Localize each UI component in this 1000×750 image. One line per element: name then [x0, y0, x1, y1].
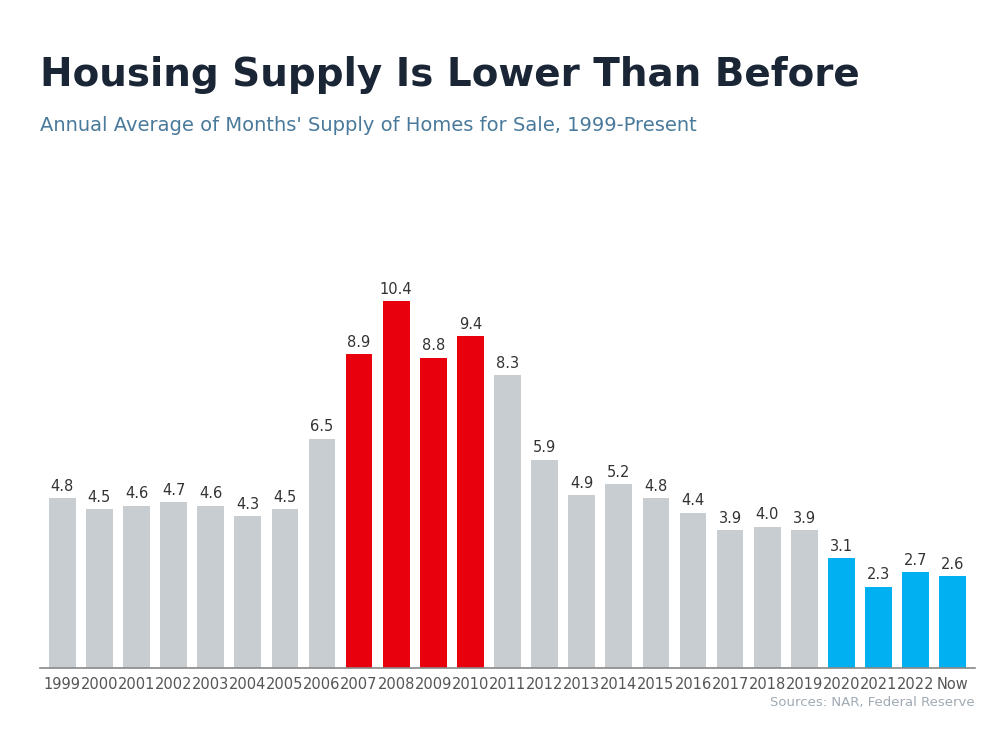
Bar: [309, 439, 335, 668]
Text: 3.9: 3.9: [793, 511, 816, 526]
Text: 2.3: 2.3: [867, 567, 890, 582]
Text: 4.5: 4.5: [88, 490, 111, 505]
Bar: [531, 460, 558, 668]
Text: Annual Average of Months' Supply of Homes for Sale, 1999-Present: Annual Average of Months' Supply of Home…: [40, 116, 697, 135]
Bar: [383, 302, 410, 668]
Text: 8.3: 8.3: [496, 356, 519, 371]
Bar: [160, 502, 187, 668]
Text: 3.1: 3.1: [830, 539, 853, 554]
Text: Sources: NAR, Federal Reserve: Sources: NAR, Federal Reserve: [770, 696, 975, 709]
Text: 4.6: 4.6: [199, 486, 222, 501]
Bar: [643, 499, 669, 668]
Text: Housing Supply Is Lower Than Before: Housing Supply Is Lower Than Before: [40, 56, 860, 94]
Bar: [86, 509, 113, 668]
Text: 4.3: 4.3: [236, 496, 259, 512]
Bar: [828, 558, 855, 668]
Bar: [49, 499, 76, 668]
Text: 6.5: 6.5: [310, 419, 334, 434]
Bar: [902, 572, 929, 668]
Bar: [680, 512, 706, 668]
Bar: [865, 586, 892, 668]
Bar: [234, 516, 261, 668]
Bar: [457, 337, 484, 668]
Text: 4.0: 4.0: [756, 508, 779, 523]
Bar: [346, 354, 372, 668]
Text: 4.9: 4.9: [570, 476, 593, 490]
Text: 9.4: 9.4: [459, 317, 482, 332]
Text: 3.9: 3.9: [719, 511, 742, 526]
Text: 5.2: 5.2: [607, 465, 630, 480]
Bar: [272, 509, 298, 668]
Bar: [197, 506, 224, 668]
Text: 8.8: 8.8: [422, 338, 445, 353]
Bar: [420, 358, 447, 668]
Text: 4.6: 4.6: [125, 486, 148, 501]
Text: 4.7: 4.7: [162, 483, 185, 498]
Text: 10.4: 10.4: [380, 282, 413, 297]
Bar: [494, 375, 521, 668]
Bar: [717, 530, 743, 668]
Bar: [123, 506, 150, 668]
Text: 4.8: 4.8: [644, 479, 668, 494]
Bar: [568, 495, 595, 668]
Bar: [605, 484, 632, 668]
Bar: [754, 526, 781, 668]
Text: 4.4: 4.4: [681, 494, 705, 508]
Text: 5.9: 5.9: [533, 440, 556, 455]
Text: 8.9: 8.9: [347, 334, 371, 350]
Text: 4.5: 4.5: [273, 490, 297, 505]
Text: 2.6: 2.6: [941, 556, 964, 572]
Text: 4.8: 4.8: [51, 479, 74, 494]
Bar: [939, 576, 966, 668]
Bar: [791, 530, 818, 668]
Text: 2.7: 2.7: [904, 554, 927, 568]
